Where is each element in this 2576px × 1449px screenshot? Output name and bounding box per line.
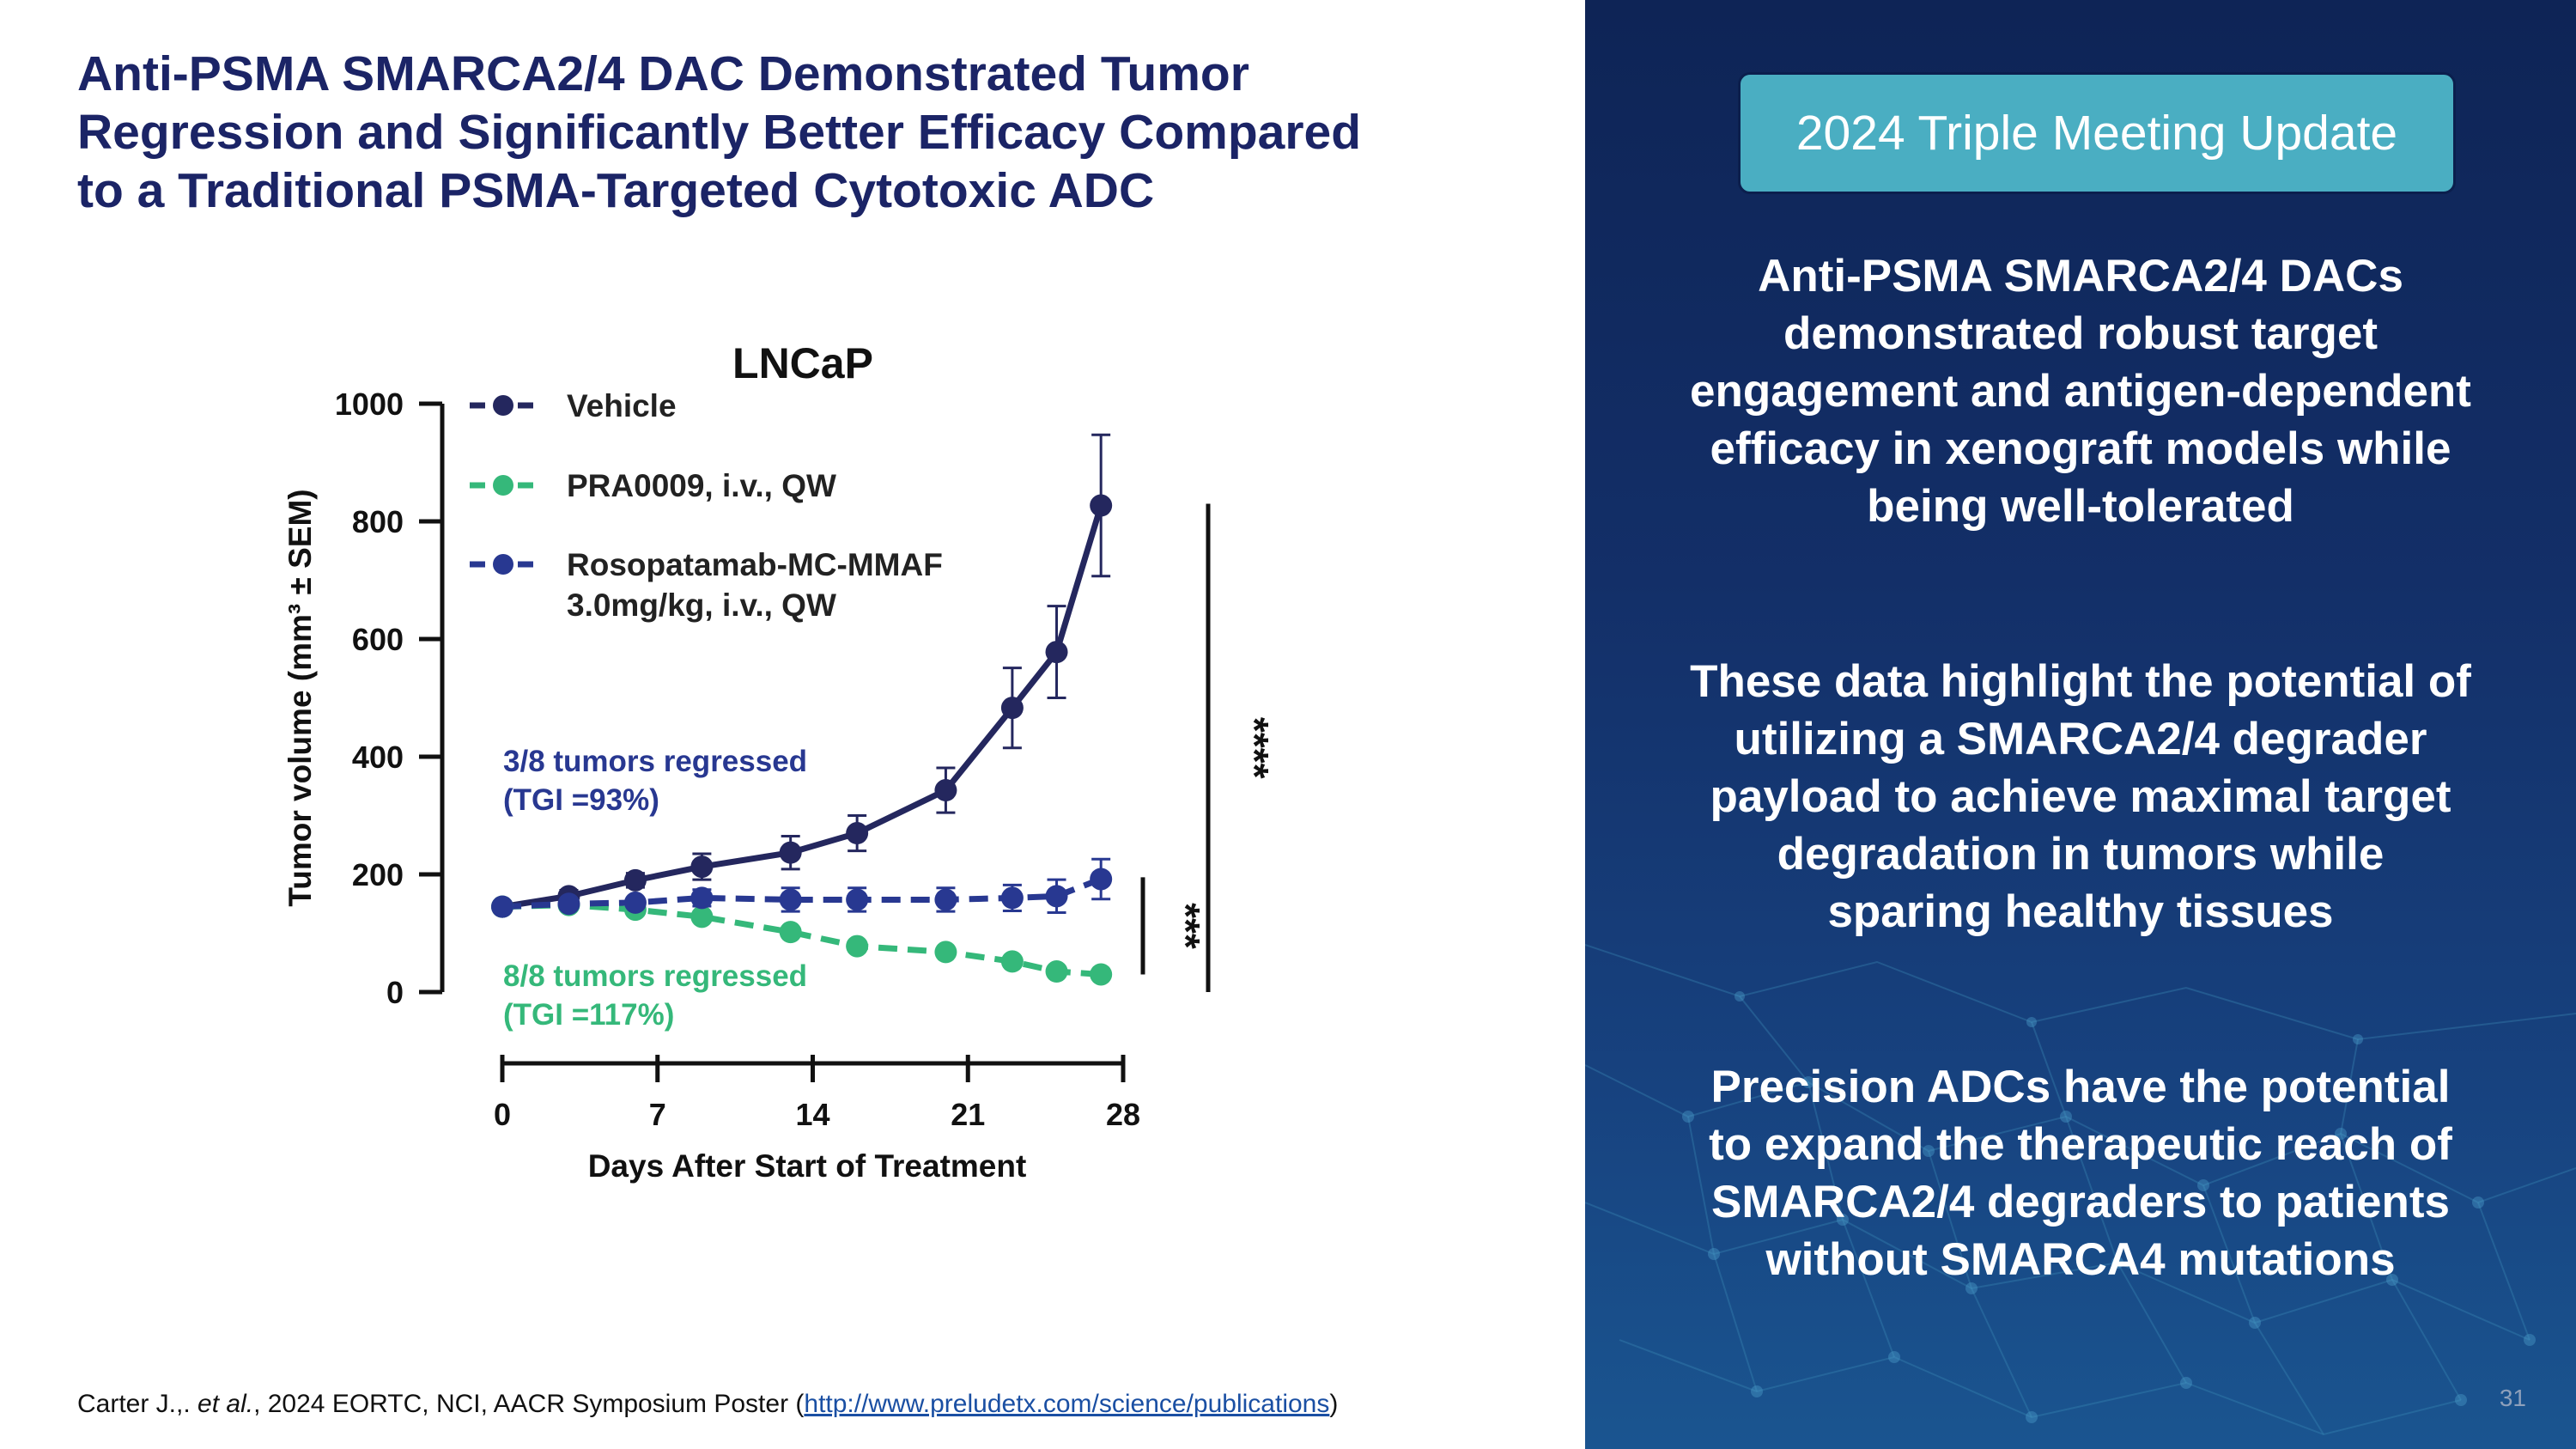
citation-prefix: Carter J.,. xyxy=(77,1390,198,1418)
annotation-text: 8/8 tumors regressed xyxy=(503,959,807,993)
data-point xyxy=(779,841,802,864)
summary-panel: 2024 Triple Meeting Update Anti-PSMA SMA… xyxy=(1585,0,2576,1449)
slide-title-line: to a Traditional PSMA-Targeted Cytotoxic… xyxy=(77,163,1155,218)
citation-link[interactable]: http://www.preludetx.com/science/publica… xyxy=(804,1390,1330,1418)
chart-title: LNCaP xyxy=(732,339,873,387)
panel-line: to expand the therapeutic reach of xyxy=(1709,1119,2452,1170)
x-tick-label: 0 xyxy=(494,1097,511,1132)
panel-line: utilizing a SMARCA2/4 degrader xyxy=(1734,714,2427,764)
legend-marker xyxy=(493,475,513,496)
chart-axes: 0 200 400 600 800 1000 Tumor volume (mm³ ± SEM… xyxy=(283,387,1140,1184)
y-tick-label: 600 xyxy=(352,622,404,657)
series-line xyxy=(501,504,1104,910)
x-tick-label: 28 xyxy=(1106,1097,1140,1132)
data-point xyxy=(1090,963,1113,986)
panel-line: payload to achieve maximal target xyxy=(1710,771,2451,822)
data-point xyxy=(557,892,580,916)
panel-line: engagement and antigen-dependent xyxy=(1690,366,2471,417)
chart-labels: LNCaP 3/8 tumors regressed (TGI =93%) 8/8 t… xyxy=(503,339,1277,1032)
legend-marker xyxy=(493,395,513,416)
legend-marker xyxy=(493,554,513,575)
x-tick-label: 14 xyxy=(795,1097,829,1132)
legend-label: PRA0009, i.v., QW xyxy=(567,468,836,503)
data-point xyxy=(1000,950,1024,973)
significance-label: **** xyxy=(1232,717,1277,779)
series-line xyxy=(501,876,1103,910)
x-axis-label: Days After Start of Treatment xyxy=(588,1148,1027,1184)
data-point xyxy=(1000,697,1024,720)
panel-line: sparing healthy tissues xyxy=(1827,886,2334,937)
x-tick-label: 21 xyxy=(951,1097,985,1132)
slide-title: Anti-PSMA SMARCA2/4 DAC Demonstrated Tum… xyxy=(77,45,1537,220)
data-point xyxy=(934,779,957,802)
data-point xyxy=(934,888,957,911)
panel-paragraph-2: These data highlight the potential of ut… xyxy=(1619,653,2542,941)
data-point xyxy=(1045,960,1068,983)
data-point xyxy=(934,941,957,964)
significance-label: *** xyxy=(1163,903,1208,949)
panel-line: SMARCA2/4 degraders to patients xyxy=(1711,1177,2450,1227)
citation-etal: et al. xyxy=(197,1390,254,1418)
panel-line: efficacy in xenograft models while xyxy=(1710,423,2451,474)
panel-line: degradation in tumors while xyxy=(1777,829,2385,880)
panel-paragraph-3: Precision ADCs have the potential to exp… xyxy=(1619,1058,2542,1288)
y-tick-label: 400 xyxy=(352,740,404,775)
legend-label: Rosopatamab-MC-MMAF xyxy=(567,547,943,582)
legend-label: 3.0mg/kg, i.v., QW xyxy=(567,588,836,623)
series-group xyxy=(493,433,1111,912)
annotation-text: (TGI =117%) xyxy=(503,998,674,1032)
y-tick-label: 0 xyxy=(386,975,404,1010)
data-point xyxy=(846,888,869,911)
chart-legend: Vehicle PRA0009, i.v., QW Rosopatamab-MC-M… xyxy=(470,388,943,623)
panel-line: Precision ADCs have the potential xyxy=(1710,1062,2451,1112)
data-point xyxy=(690,905,714,928)
tumor-volume-chart: 0 200 400 600 800 1000 Tumor volume (mm³ ± SEM… xyxy=(283,339,1277,1184)
data-point xyxy=(846,935,869,958)
data-point xyxy=(1000,886,1024,910)
panel-line: being well-tolerated xyxy=(1867,481,2294,532)
chart-series xyxy=(491,433,1113,986)
data-point xyxy=(779,921,802,944)
data-point xyxy=(1045,641,1068,664)
data-point xyxy=(491,895,513,918)
y-tick-label: 800 xyxy=(352,504,404,539)
data-point xyxy=(846,822,869,845)
legend-label: Vehicle xyxy=(567,388,677,423)
panel-line: demonstrated robust target xyxy=(1783,308,2379,359)
citation-middle: , 2024 EORTC, NCI, AACR Symposium Poster… xyxy=(253,1390,805,1418)
annotation-text: 3/8 tumors regressed xyxy=(503,745,807,778)
y-tick-label: 200 xyxy=(352,857,404,892)
data-point xyxy=(690,855,714,879)
data-point xyxy=(1090,494,1113,517)
network-background xyxy=(1585,944,2576,1436)
panel-line: These data highlight the potential of xyxy=(1690,656,2471,707)
data-point xyxy=(1090,868,1113,891)
panel-line: without SMARCA4 mutations xyxy=(1765,1234,2396,1285)
data-point xyxy=(623,891,647,914)
data-point xyxy=(1045,885,1068,908)
data-point xyxy=(623,868,647,892)
data-point xyxy=(779,888,802,911)
annotation-text: (TGI =93%) xyxy=(503,783,659,817)
slide-title-line: Regression and Significantly Better Effi… xyxy=(77,105,1362,160)
citation: Carter J.,. et al., 2024 EORTC, NCI, AAC… xyxy=(77,1390,1338,1419)
page-number: 31 xyxy=(2499,1385,2526,1411)
x-tick-label: 7 xyxy=(649,1097,666,1132)
y-axis-label: Tumor volume (mm³ ± SEM) xyxy=(283,489,318,906)
y-tick-label: 1000 xyxy=(335,387,404,422)
panel-paragraph-1: Anti-PSMA SMARCA2/4 DACs demonstrated ro… xyxy=(1619,247,2542,535)
meeting-update-badge: 2024 Triple Meeting Update xyxy=(1738,72,2456,194)
data-point xyxy=(690,886,714,910)
citation-suffix: ) xyxy=(1329,1390,1339,1418)
panel-line: Anti-PSMA SMARCA2/4 DACs xyxy=(1758,251,2403,301)
series-line xyxy=(501,902,1102,977)
slide-title-line: Anti-PSMA SMARCA2/4 DAC Demonstrated Tum… xyxy=(77,46,1249,101)
